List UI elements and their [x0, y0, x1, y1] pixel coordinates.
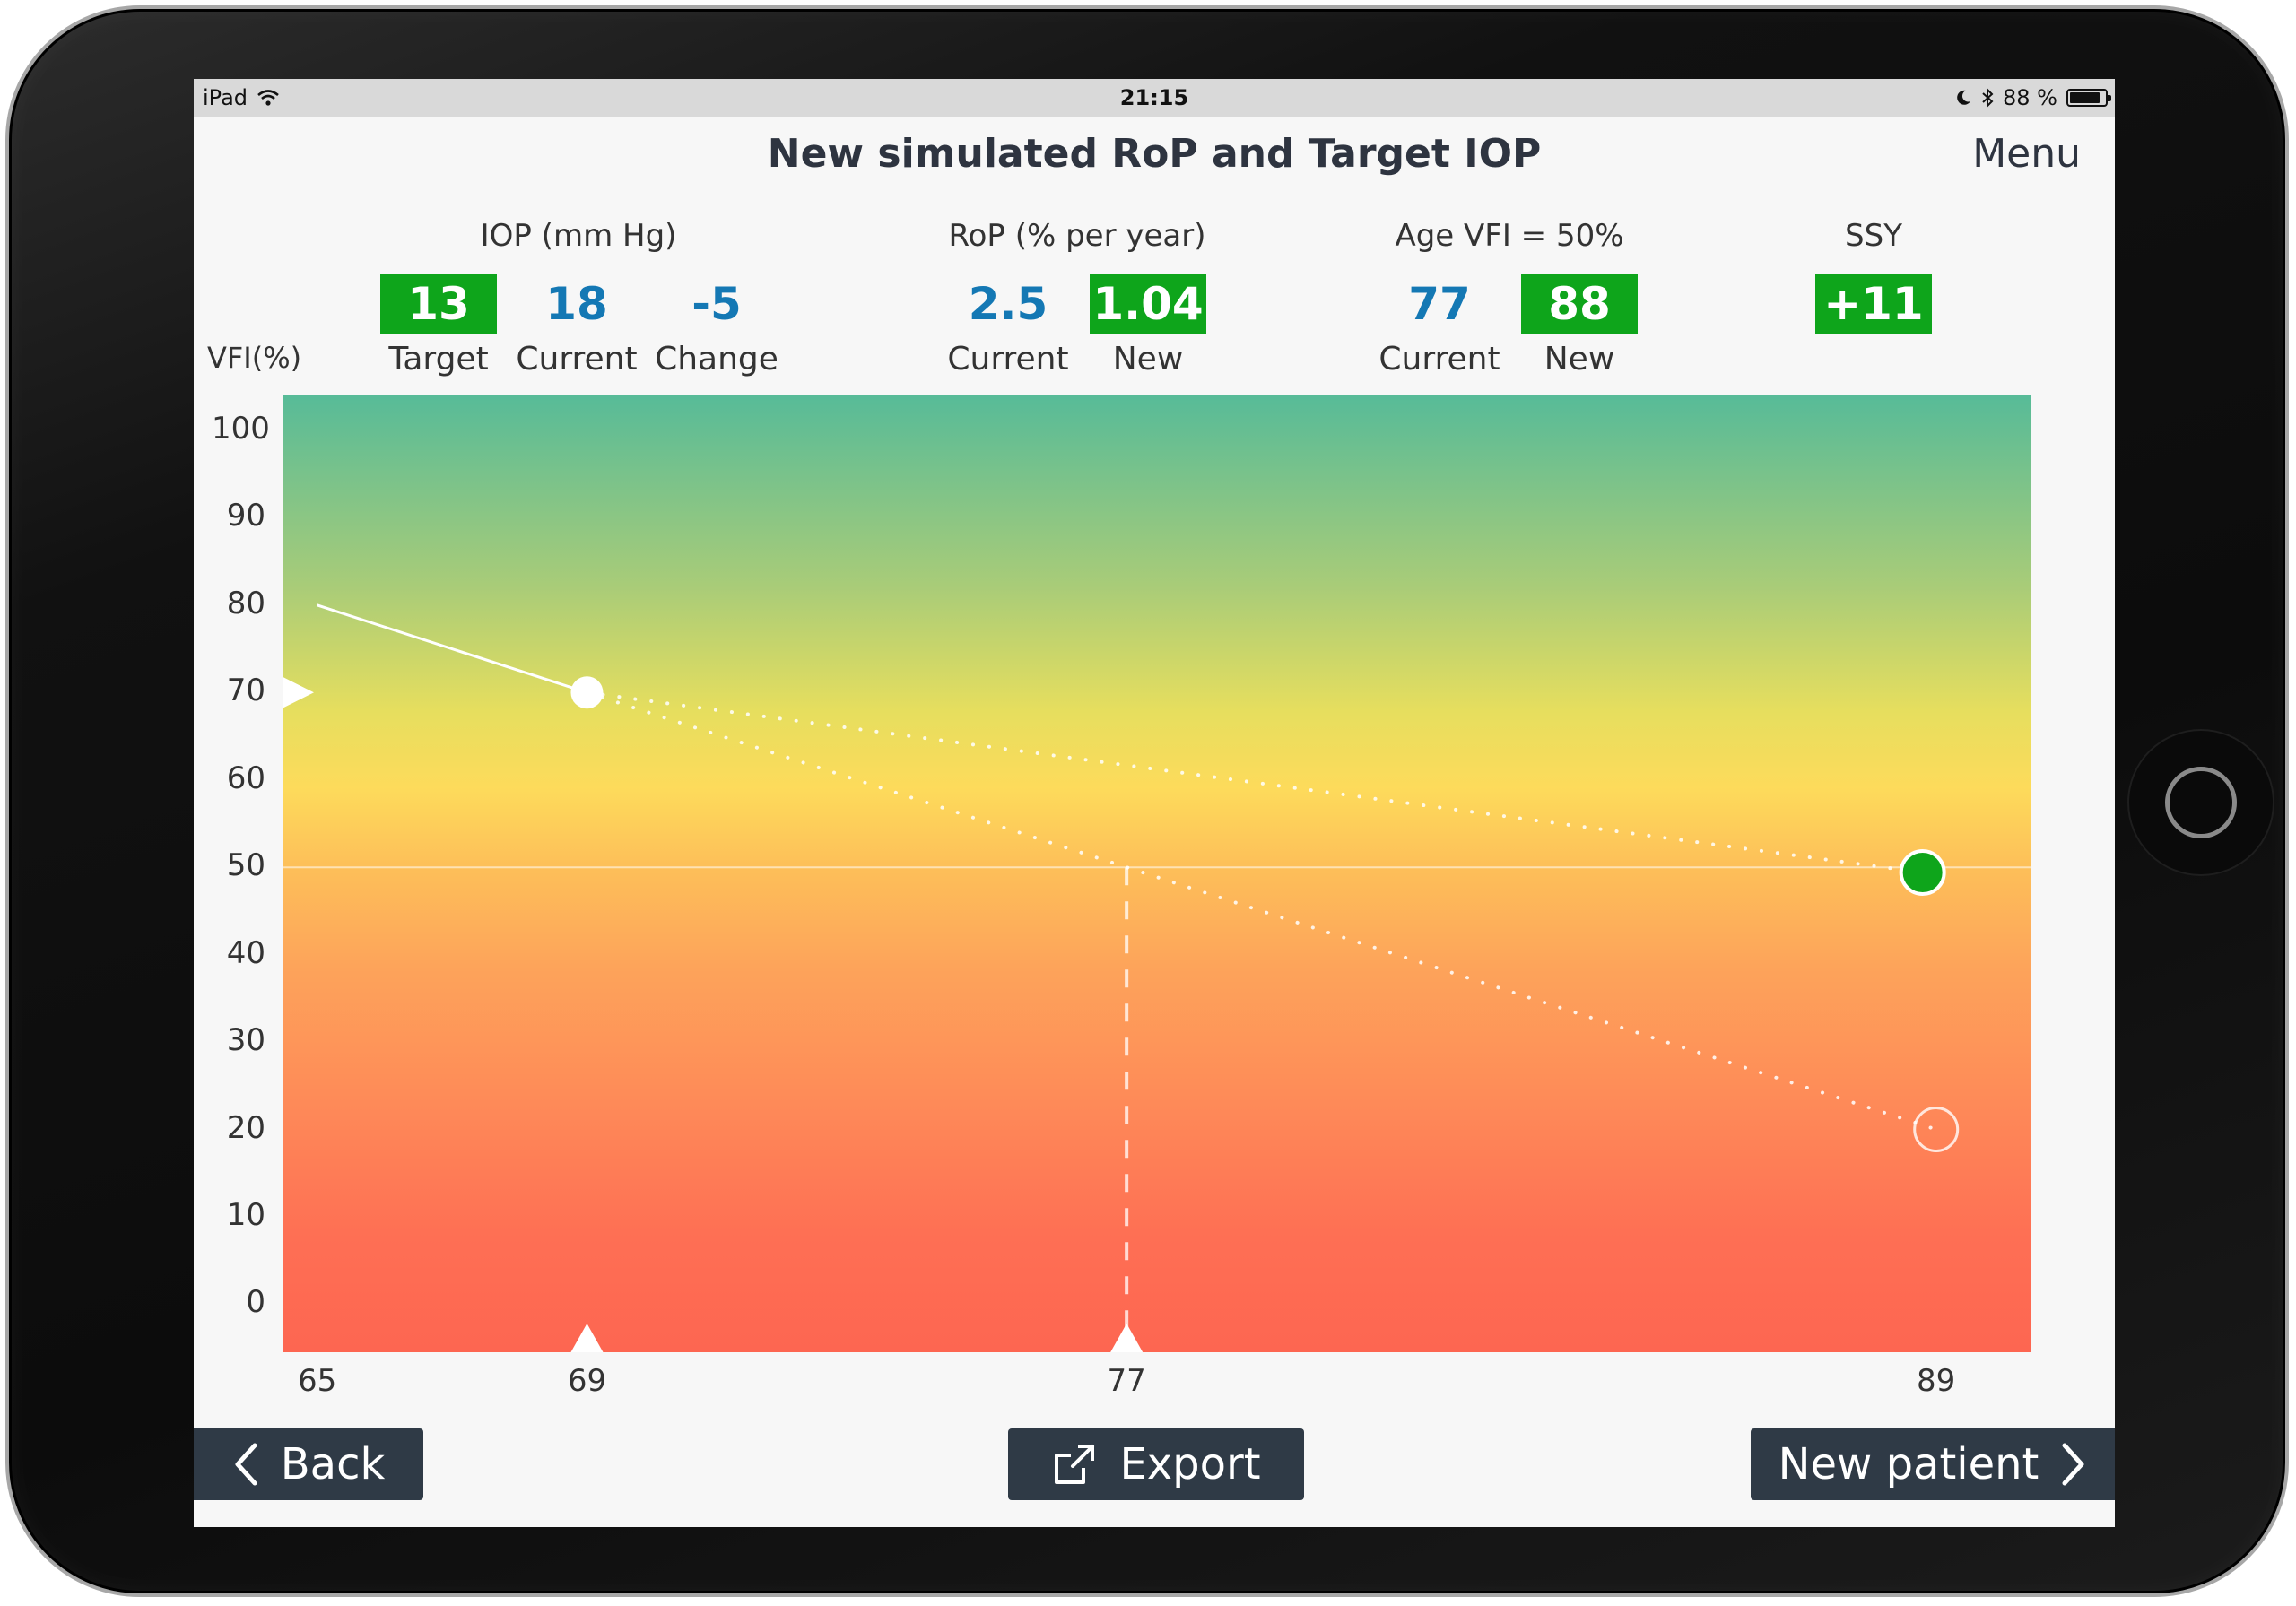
back-button[interactable]: Back	[194, 1428, 423, 1500]
new-projection-point	[1899, 849, 1946, 897]
x-marker-triangle-2	[1110, 1324, 1144, 1352]
y-tick-label: 20	[226, 1109, 265, 1146]
export-label: Export	[1119, 1439, 1261, 1489]
current-vfi-point	[570, 676, 604, 709]
home-button[interactable]	[2165, 767, 2237, 838]
y-tick-label: 90	[226, 498, 265, 534]
age-current-label: Current	[1378, 341, 1500, 378]
app-screen: iPad 21:15 88 % New simulated RoP and Ta…	[194, 79, 2115, 1527]
iop-target-label: Target	[388, 341, 489, 378]
ssy-value: +11	[1815, 274, 1932, 334]
battery-icon	[2066, 89, 2111, 107]
menu-button[interactable]: Menu	[1972, 131, 2081, 177]
x-tick-label: 69	[567, 1363, 607, 1399]
new-patient-button[interactable]: New patient	[1751, 1428, 2115, 1500]
battery-level	[2070, 92, 2100, 103]
wifi-icon	[257, 90, 279, 106]
export-icon	[1055, 1445, 1095, 1484]
y-tick-label: 60	[226, 760, 265, 796]
x-tick-label: 77	[1107, 1363, 1146, 1399]
y-marker-triangle	[283, 677, 314, 708]
chevron-right-icon	[2062, 1443, 2084, 1486]
series-line-3	[585, 690, 1938, 1132]
iop-current-label: Current	[516, 341, 638, 378]
age-current-value: 77	[1408, 278, 1471, 330]
ssy-group-title: SSY	[1845, 218, 1902, 254]
y-tick-label: 30	[226, 1022, 265, 1059]
iop-current-value: 18	[545, 278, 608, 330]
series-line-2	[585, 690, 1925, 875]
iop-change-value: -5	[691, 278, 742, 330]
y-tick-label: 100	[212, 410, 270, 447]
x-tick-label: 65	[297, 1363, 337, 1399]
y-tick-label: 0	[246, 1284, 265, 1321]
export-button[interactable]: Export	[1008, 1428, 1304, 1500]
x-marker-triangle-1	[570, 1324, 604, 1352]
series-line-1	[317, 603, 587, 694]
y-tick-label: 40	[226, 934, 265, 971]
age-group-title: Age VFI = 50%	[1395, 218, 1624, 254]
age-new-value: 88	[1521, 274, 1638, 334]
rop-new-value: 1.04	[1090, 274, 1206, 334]
y-tick-label: 50	[226, 847, 265, 884]
back-label: Back	[280, 1439, 386, 1489]
status-time: 21:15	[1119, 85, 1189, 110]
iop-change-label: Change	[655, 341, 778, 378]
rop-current-label: Current	[947, 341, 1069, 378]
chevron-left-icon	[235, 1443, 257, 1486]
vfi-chart[interactable]	[283, 395, 2031, 1352]
age-new-label: New	[1544, 341, 1615, 378]
iop-target-value[interactable]: 13	[380, 274, 497, 334]
chart-svg	[283, 603, 2031, 1352]
iop-group-title: IOP (mm Hg)	[480, 218, 677, 254]
y-tick-label: 10	[226, 1196, 265, 1233]
new-patient-label: New patient	[1778, 1439, 2039, 1489]
rop-new-label: New	[1112, 341, 1184, 378]
y-tick-label: 70	[226, 673, 265, 709]
bluetooth-icon	[1982, 88, 1994, 108]
x-tick-label: 89	[1917, 1363, 1956, 1399]
y-axis-label: VFI(%)	[207, 341, 302, 375]
current-projection-point	[1913, 1107, 1960, 1153]
page-title: New simulated RoP and Target IOP	[767, 131, 1542, 177]
battery-percent: 88 %	[2003, 85, 2057, 110]
rop-current-value: 2.5	[968, 278, 1048, 330]
status-bar: iPad 21:15 88 %	[194, 79, 2115, 117]
rop-group-title: RoP (% per year)	[948, 218, 1206, 254]
y-tick-label: 80	[226, 585, 265, 621]
moon-icon	[1957, 90, 1971, 105]
device-name: iPad	[203, 85, 248, 110]
